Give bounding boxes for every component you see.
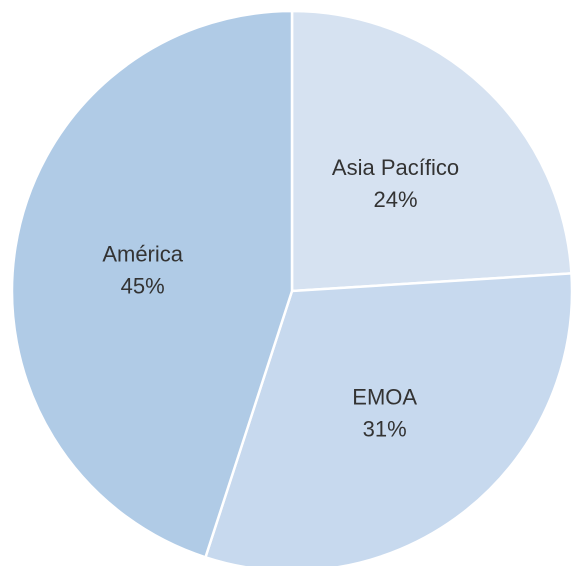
pie-slice-asia-pacifico <box>290 9 572 293</box>
pie-labels: Asia Pacífico 24% EMOA 31% América 45% <box>102 155 459 442</box>
slice-label-america: América <box>102 241 183 266</box>
pie-slice-emoa <box>203 272 572 566</box>
slice-label-emoa: EMOA <box>352 384 417 409</box>
pie-slices <box>10 9 572 566</box>
slice-value-emoa: 31% <box>363 416 407 441</box>
pie-slice-america <box>10 9 294 559</box>
slice-value-asia-pacifico: 24% <box>373 187 417 212</box>
slice-label-asia-pacifico: Asia Pacífico <box>332 155 459 180</box>
slice-value-america: 45% <box>121 273 165 298</box>
